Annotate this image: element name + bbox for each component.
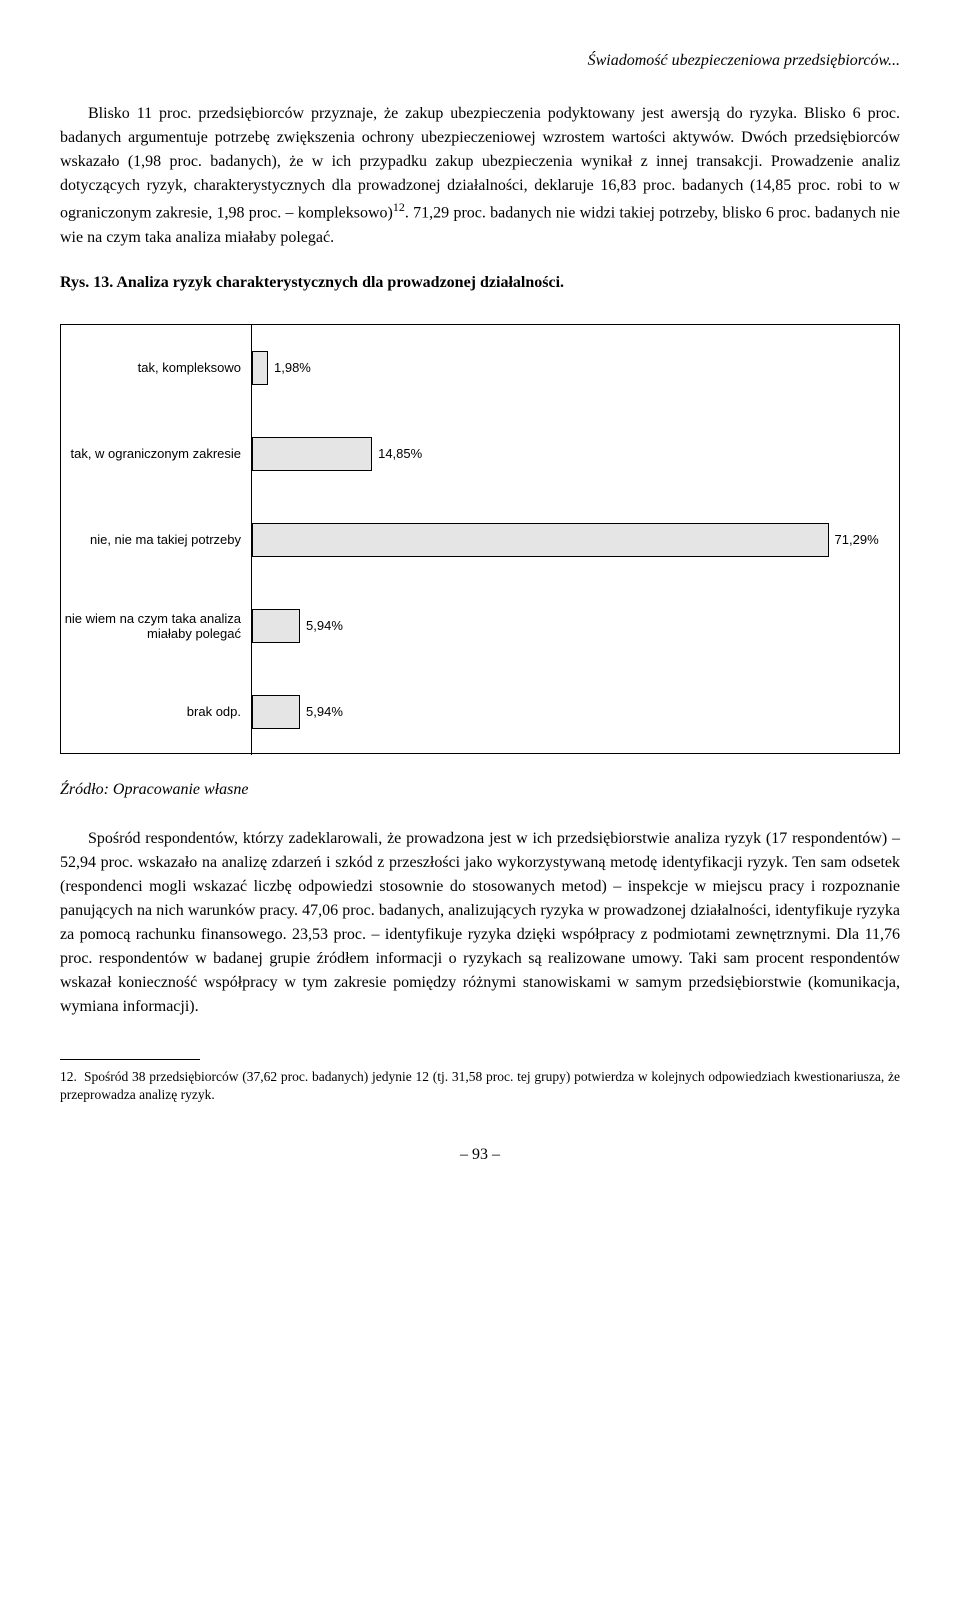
risk-analysis-chart: tak, kompleksowo 1,98% tak, w ograniczonym… <box>60 324 900 754</box>
chart-value-label: 5,94% <box>306 617 343 635</box>
footnote-text: Spośród 38 przedsiębiorców (37,62 proc. … <box>60 1069 900 1102</box>
footnote-ref-12: 12 <box>393 200 405 214</box>
footnote-12: 12.Spośród 38 przedsiębiorców (37,62 pro… <box>60 1068 900 1104</box>
chart-bar-area: 5,94% <box>251 669 899 755</box>
chart-category-label: tak, kompleksowo <box>61 360 251 376</box>
chart-bar-area: 5,94% <box>251 583 899 669</box>
chart-bar <box>252 695 300 729</box>
paragraph-2: Spośród respondentów, którzy zadeklarowa… <box>60 827 900 1019</box>
figure-title: Rys. 13. Analiza ryzyk charakterystyczny… <box>60 272 900 294</box>
chart-bar-area: 14,85% <box>251 411 899 497</box>
chart-bar <box>252 523 829 557</box>
chart-value-label: 1,98% <box>274 359 311 377</box>
chart-category-label: brak odp. <box>61 704 251 720</box>
chart-bar <box>252 351 268 385</box>
chart-bar <box>252 609 300 643</box>
figure-source: Źródło: Opracowanie własne <box>60 779 900 801</box>
chart-category-label: nie, nie ma takiej potrzeby <box>61 532 251 548</box>
chart-value-label: 5,94% <box>306 703 343 721</box>
chart-bar <box>252 437 372 471</box>
chart-bar-area: 71,29% <box>251 497 899 583</box>
page-number: – 93 – <box>60 1144 900 1166</box>
chart-row: nie wiem na czym taka analiza miałaby po… <box>61 583 899 669</box>
chart-row: brak odp. 5,94% <box>61 669 899 755</box>
chart-row: nie, nie ma takiej potrzeby 71,29% <box>61 497 899 583</box>
chart-category-label: tak, w ograniczonym zakresie <box>61 446 251 462</box>
footnote-separator <box>60 1059 200 1060</box>
chart-row: tak, w ograniczonym zakresie 14,85% <box>61 411 899 497</box>
chart-value-label: 14,85% <box>378 445 422 463</box>
paragraph-1: Blisko 11 proc. przedsiębiorców przyznaj… <box>60 102 900 249</box>
footnote-number: 12. <box>60 1068 84 1086</box>
running-title: Świadomość ubezpieczeniowa przedsiębiorc… <box>60 50 900 72</box>
paragraph-2-text: Spośród respondentów, którzy zadeklarowa… <box>60 830 900 1015</box>
chart-category-label: nie wiem na czym taka analiza miałaby po… <box>61 611 251 642</box>
chart-value-label: 71,29% <box>835 531 879 549</box>
chart-bar-area: 1,98% <box>251 325 899 411</box>
chart-row: tak, kompleksowo 1,98% <box>61 325 899 411</box>
